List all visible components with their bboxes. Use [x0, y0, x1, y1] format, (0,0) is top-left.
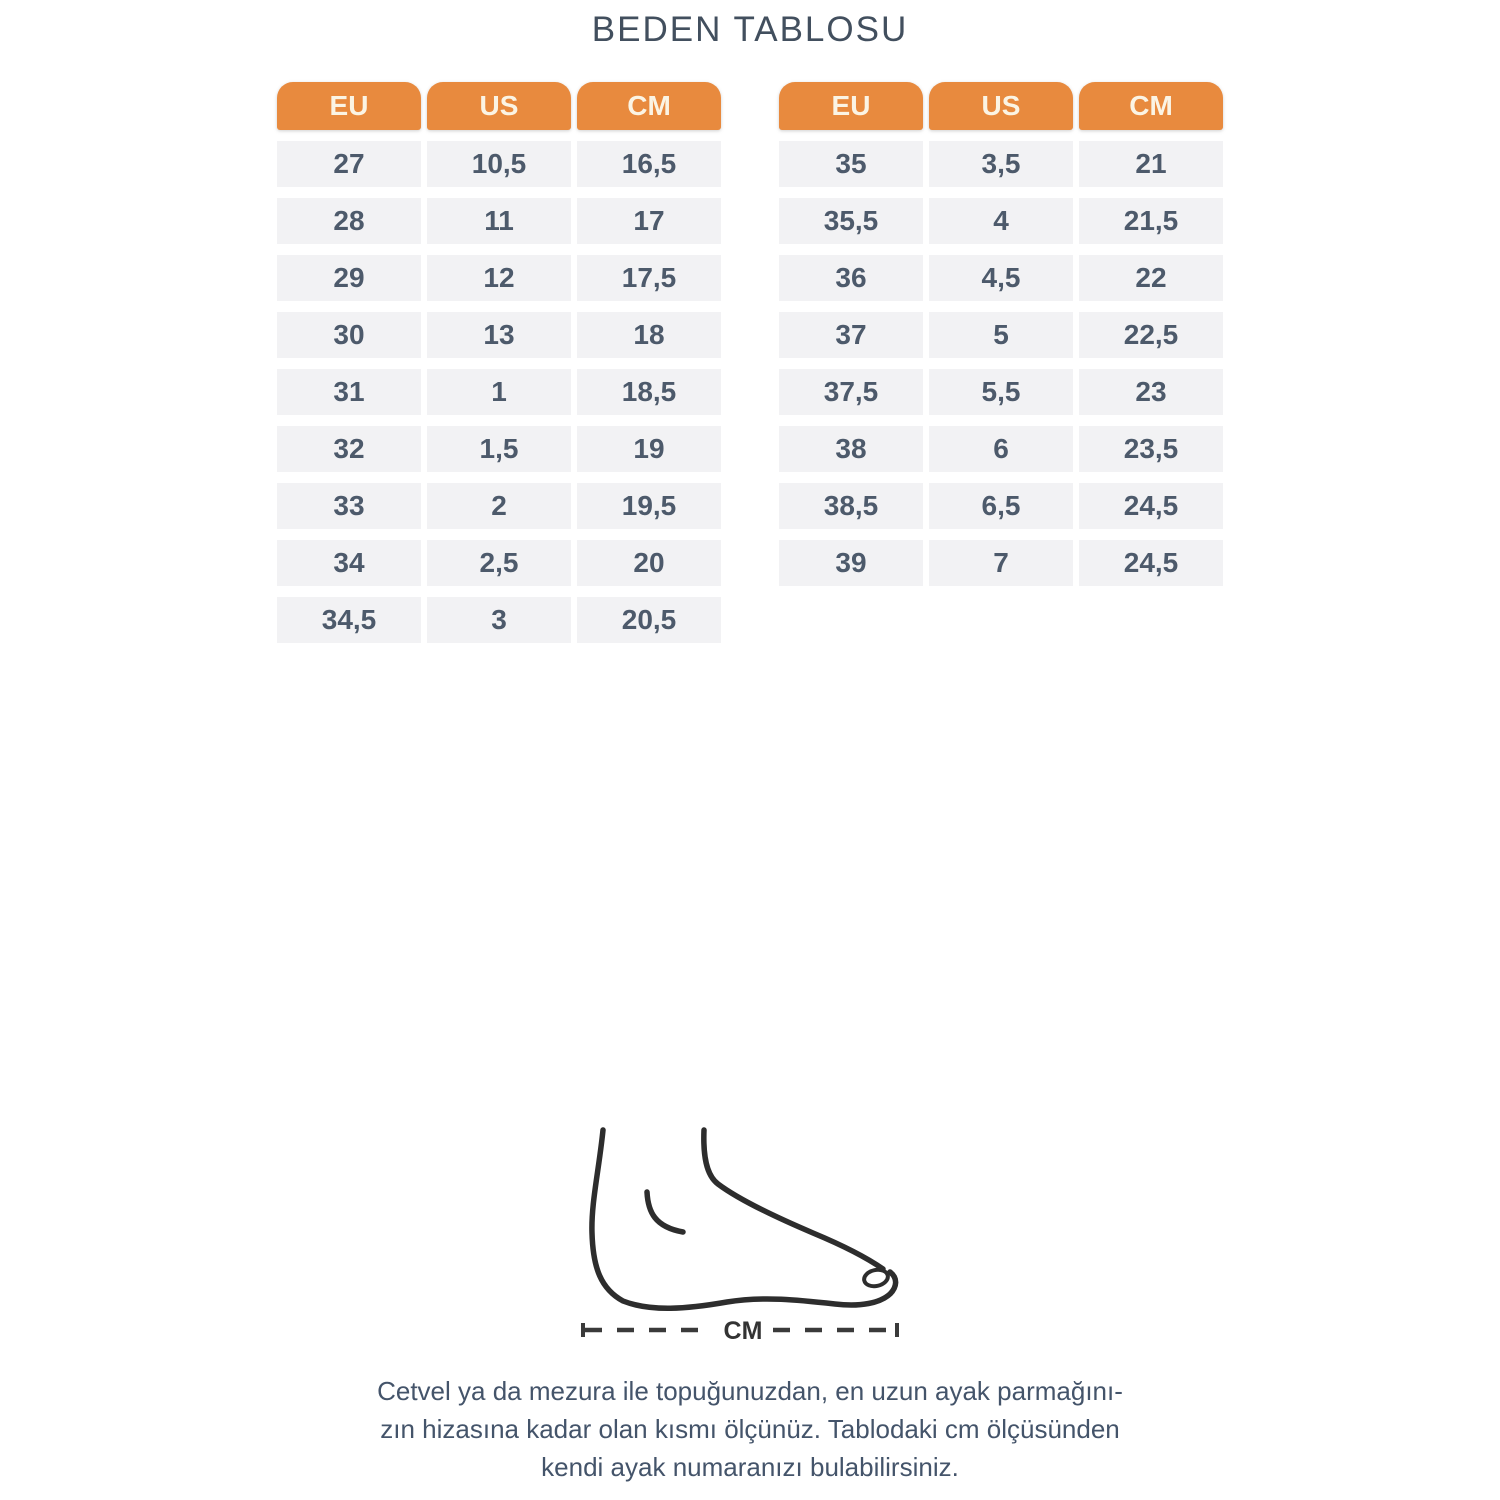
table-cell: 30 — [277, 312, 421, 358]
table-cell: 20 — [577, 540, 721, 586]
cm-ruler-line: CM — [581, 1317, 899, 1345]
table-cell: 23 — [1079, 369, 1223, 415]
column-header-cm: CM — [577, 82, 721, 130]
table-cell: 36 — [779, 255, 923, 301]
table-cell: 4 — [929, 198, 1073, 244]
size-table-right: EU US CM 35 3,5 21 35,5 4 21,5 36 4,5 22… — [779, 82, 1223, 586]
table-cell: 34 — [277, 540, 421, 586]
table-cell: 19,5 — [577, 483, 721, 529]
instructions-line: kendi ayak numaranızı bulabilirsiniz. — [541, 1452, 959, 1482]
table-cell: 34,5 — [277, 597, 421, 643]
ruler-cm-label: CM — [724, 1317, 763, 1345]
table-cell: 37 — [779, 312, 923, 358]
table-cell: 3,5 — [929, 141, 1073, 187]
table-cell: 24,5 — [1079, 483, 1223, 529]
instructions-line: zın hizasına kadar olan kısmı ölçünüz. T… — [380, 1414, 1120, 1444]
table-cell: 2 — [427, 483, 571, 529]
table-cell: 1 — [427, 369, 571, 415]
table-cell: 16,5 — [577, 141, 721, 187]
table-cell: 38,5 — [779, 483, 923, 529]
table-cell: 6,5 — [929, 483, 1073, 529]
table-cell: 10,5 — [427, 141, 571, 187]
table-cell: 22,5 — [1079, 312, 1223, 358]
measurement-instructions: Cetvel ya da mezura ile topuğunuzdan, en… — [0, 1372, 1500, 1486]
foot-measure-figure: CM — [575, 1085, 925, 1355]
table-cell: 3 — [427, 597, 571, 643]
table-cell: 24,5 — [1079, 540, 1223, 586]
table-cell: 29 — [277, 255, 421, 301]
table-cell: 1,5 — [427, 426, 571, 472]
table-cell: 33 — [277, 483, 421, 529]
table-cell: 18,5 — [577, 369, 721, 415]
page-title: BEDEN TABLOSU — [591, 10, 909, 49]
table-cell: 17,5 — [577, 255, 721, 301]
column-header-us: US — [929, 82, 1073, 130]
table-cell: 31 — [277, 369, 421, 415]
table-cell: 38 — [779, 426, 923, 472]
table-cell: 17 — [577, 198, 721, 244]
foot-outline-icon: CM — [581, 1127, 899, 1345]
table-cell: 35,5 — [779, 198, 923, 244]
column-header-us: US — [427, 82, 571, 130]
table-cell: 21 — [1079, 141, 1223, 187]
table-cell: 27 — [277, 141, 421, 187]
column-header-eu: EU — [779, 82, 923, 130]
table-cell: 28 — [277, 198, 421, 244]
table-cell: 39 — [779, 540, 923, 586]
size-table-left: EU US CM 27 10,5 16,5 28 11 17 29 12 17,… — [277, 82, 721, 643]
table-cell: 2,5 — [427, 540, 571, 586]
column-header-eu: EU — [277, 82, 421, 130]
table-cell: 19 — [577, 426, 721, 472]
table-cell: 7 — [929, 540, 1073, 586]
table-cell: 11 — [427, 198, 571, 244]
table-cell: 32 — [277, 426, 421, 472]
table-cell: 22 — [1079, 255, 1223, 301]
table-cell: 5,5 — [929, 369, 1073, 415]
table-cell: 13 — [427, 312, 571, 358]
table-cell: 5 — [929, 312, 1073, 358]
table-cell: 35 — [779, 141, 923, 187]
table-cell: 6 — [929, 426, 1073, 472]
size-tables: EU US CM 27 10,5 16,5 28 11 17 29 12 17,… — [0, 82, 1500, 643]
table-cell: 12 — [427, 255, 571, 301]
instructions-line: Cetvel ya da mezura ile topuğunuzdan, en… — [377, 1376, 1123, 1406]
table-cell: 21,5 — [1079, 198, 1223, 244]
table-cell: 4,5 — [929, 255, 1073, 301]
column-header-cm: CM — [1079, 82, 1223, 130]
table-cell: 18 — [577, 312, 721, 358]
table-cell: 23,5 — [1079, 426, 1223, 472]
table-cell: 37,5 — [779, 369, 923, 415]
table-cell: 20,5 — [577, 597, 721, 643]
